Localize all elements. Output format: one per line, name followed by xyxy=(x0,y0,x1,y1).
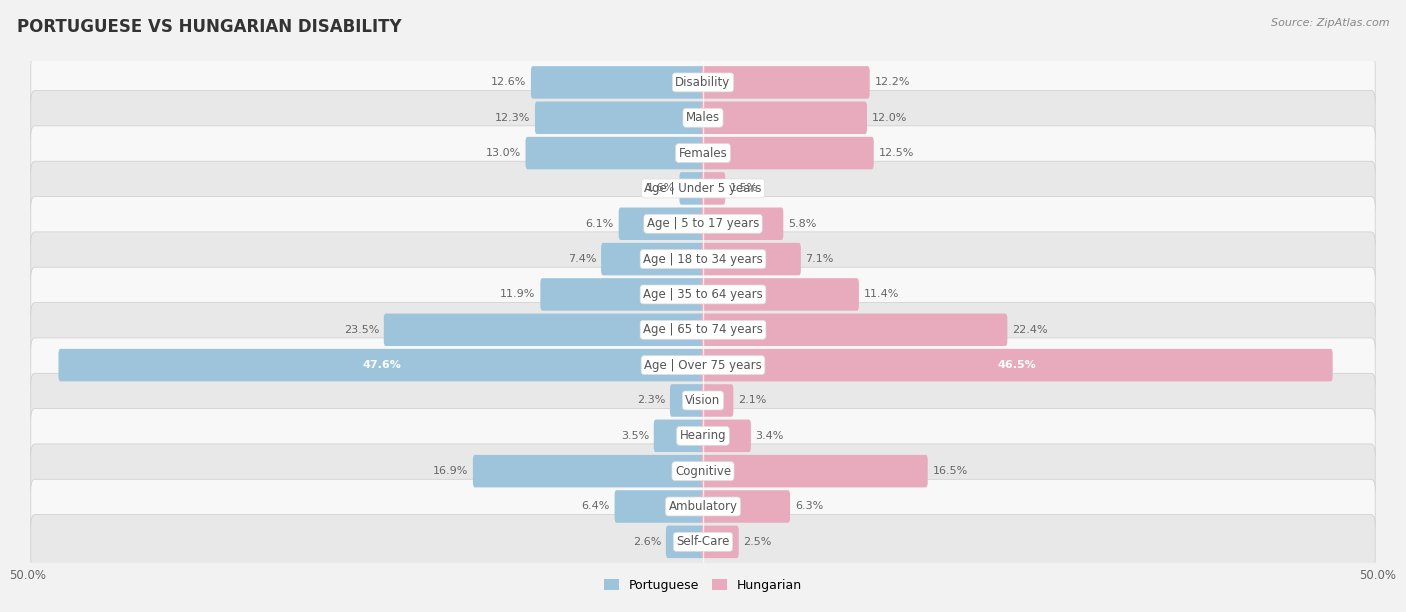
FancyBboxPatch shape xyxy=(31,515,1375,569)
FancyBboxPatch shape xyxy=(31,232,1375,286)
FancyBboxPatch shape xyxy=(31,409,1375,463)
Text: 47.6%: 47.6% xyxy=(363,360,401,370)
Text: 1.5%: 1.5% xyxy=(730,184,758,193)
FancyBboxPatch shape xyxy=(614,490,704,523)
FancyBboxPatch shape xyxy=(31,91,1375,145)
Text: 12.6%: 12.6% xyxy=(491,77,526,88)
Legend: Portuguese, Hungarian: Portuguese, Hungarian xyxy=(599,574,807,597)
FancyBboxPatch shape xyxy=(31,161,1375,215)
Text: 16.5%: 16.5% xyxy=(932,466,967,476)
Text: Age | Over 75 years: Age | Over 75 years xyxy=(644,359,762,371)
Text: Self-Care: Self-Care xyxy=(676,536,730,548)
Text: 12.5%: 12.5% xyxy=(879,148,914,158)
Text: 2.6%: 2.6% xyxy=(633,537,661,547)
FancyBboxPatch shape xyxy=(540,278,704,311)
FancyBboxPatch shape xyxy=(654,420,704,452)
FancyBboxPatch shape xyxy=(31,267,1375,322)
Text: 2.5%: 2.5% xyxy=(744,537,772,547)
Text: 16.9%: 16.9% xyxy=(433,466,468,476)
FancyBboxPatch shape xyxy=(702,384,734,417)
Text: Hearing: Hearing xyxy=(679,429,727,442)
Text: 12.2%: 12.2% xyxy=(875,77,910,88)
FancyBboxPatch shape xyxy=(31,338,1375,392)
Text: Age | 5 to 17 years: Age | 5 to 17 years xyxy=(647,217,759,230)
FancyBboxPatch shape xyxy=(31,373,1375,428)
FancyBboxPatch shape xyxy=(31,302,1375,357)
FancyBboxPatch shape xyxy=(472,455,704,487)
Text: 3.5%: 3.5% xyxy=(621,431,650,441)
FancyBboxPatch shape xyxy=(59,349,704,381)
FancyBboxPatch shape xyxy=(384,313,704,346)
Text: Males: Males xyxy=(686,111,720,124)
Text: Disability: Disability xyxy=(675,76,731,89)
FancyBboxPatch shape xyxy=(702,278,859,311)
FancyBboxPatch shape xyxy=(31,126,1375,181)
Text: Females: Females xyxy=(679,147,727,160)
FancyBboxPatch shape xyxy=(702,243,801,275)
Text: 2.3%: 2.3% xyxy=(637,395,665,406)
Text: Ambulatory: Ambulatory xyxy=(668,500,738,513)
Text: 6.1%: 6.1% xyxy=(586,218,614,229)
FancyBboxPatch shape xyxy=(702,526,738,558)
Text: 6.4%: 6.4% xyxy=(582,501,610,512)
Text: 2.1%: 2.1% xyxy=(738,395,766,406)
Text: 5.8%: 5.8% xyxy=(787,218,817,229)
Text: 12.0%: 12.0% xyxy=(872,113,907,123)
Text: 23.5%: 23.5% xyxy=(343,325,380,335)
Text: Age | 35 to 64 years: Age | 35 to 64 years xyxy=(643,288,763,301)
FancyBboxPatch shape xyxy=(31,444,1375,498)
FancyBboxPatch shape xyxy=(679,172,704,204)
FancyBboxPatch shape xyxy=(702,490,790,523)
Text: Cognitive: Cognitive xyxy=(675,465,731,477)
FancyBboxPatch shape xyxy=(619,207,704,240)
Text: 22.4%: 22.4% xyxy=(1012,325,1047,335)
FancyBboxPatch shape xyxy=(602,243,704,275)
FancyBboxPatch shape xyxy=(666,526,704,558)
Text: 46.5%: 46.5% xyxy=(997,360,1036,370)
Text: PORTUGUESE VS HUNGARIAN DISABILITY: PORTUGUESE VS HUNGARIAN DISABILITY xyxy=(17,18,402,36)
FancyBboxPatch shape xyxy=(702,102,868,134)
FancyBboxPatch shape xyxy=(702,420,751,452)
FancyBboxPatch shape xyxy=(702,66,870,99)
FancyBboxPatch shape xyxy=(702,349,1333,381)
FancyBboxPatch shape xyxy=(702,455,928,487)
Text: 6.3%: 6.3% xyxy=(794,501,823,512)
FancyBboxPatch shape xyxy=(669,384,704,417)
FancyBboxPatch shape xyxy=(702,137,873,170)
Text: 12.3%: 12.3% xyxy=(495,113,530,123)
FancyBboxPatch shape xyxy=(534,102,704,134)
Text: Source: ZipAtlas.com: Source: ZipAtlas.com xyxy=(1271,18,1389,28)
FancyBboxPatch shape xyxy=(702,207,783,240)
FancyBboxPatch shape xyxy=(531,66,704,99)
Text: 1.6%: 1.6% xyxy=(647,184,675,193)
Text: 3.4%: 3.4% xyxy=(755,431,785,441)
Text: 7.1%: 7.1% xyxy=(806,254,834,264)
Text: 11.4%: 11.4% xyxy=(863,289,898,299)
FancyBboxPatch shape xyxy=(526,137,704,170)
Text: Age | 18 to 34 years: Age | 18 to 34 years xyxy=(643,253,763,266)
FancyBboxPatch shape xyxy=(702,313,1007,346)
Text: Vision: Vision xyxy=(685,394,721,407)
Text: 13.0%: 13.0% xyxy=(485,148,520,158)
Text: Age | Under 5 years: Age | Under 5 years xyxy=(644,182,762,195)
FancyBboxPatch shape xyxy=(31,479,1375,534)
Text: Age | 65 to 74 years: Age | 65 to 74 years xyxy=(643,323,763,336)
FancyBboxPatch shape xyxy=(702,172,725,204)
Text: 11.9%: 11.9% xyxy=(501,289,536,299)
FancyBboxPatch shape xyxy=(31,55,1375,110)
FancyBboxPatch shape xyxy=(31,196,1375,251)
Text: 7.4%: 7.4% xyxy=(568,254,596,264)
